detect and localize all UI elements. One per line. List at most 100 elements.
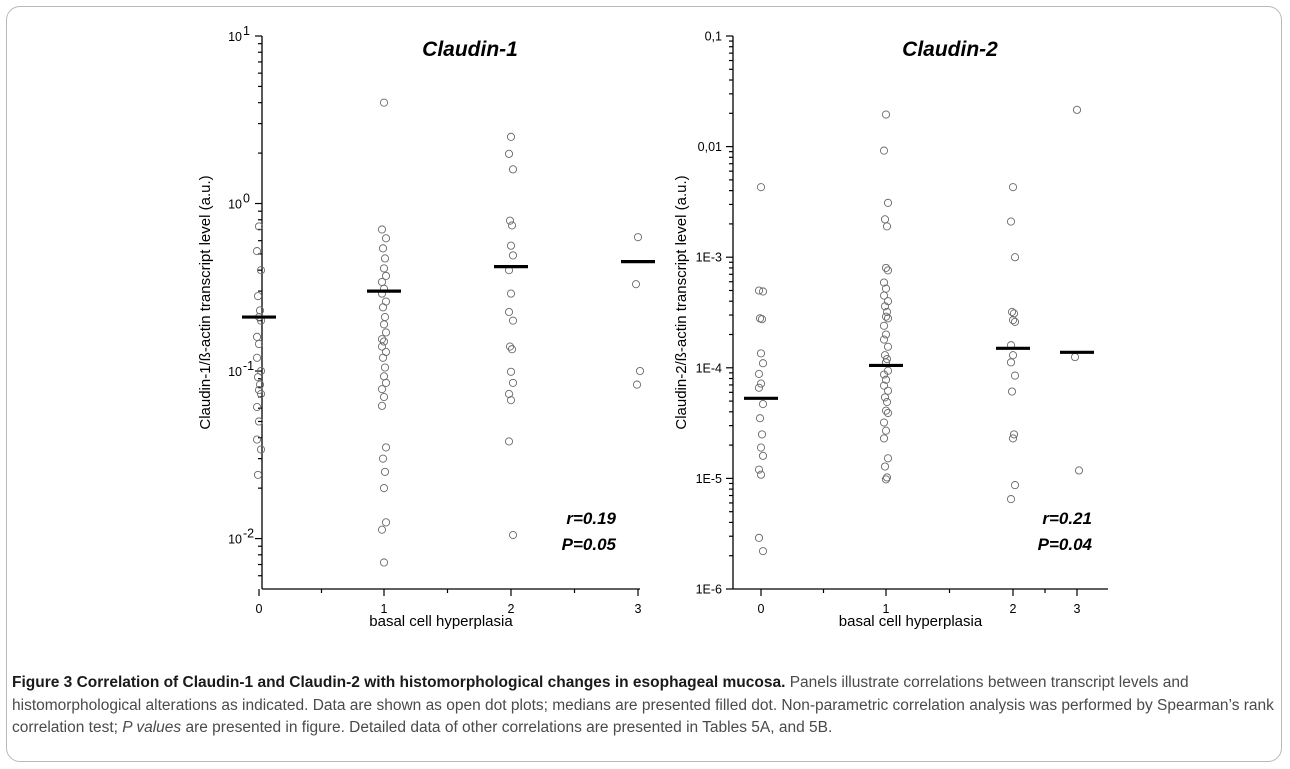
data-point xyxy=(756,183,766,192)
data-point xyxy=(254,339,264,349)
data-point xyxy=(758,287,768,296)
data-point xyxy=(380,467,390,476)
y-tick-label: 1E-5 xyxy=(696,472,722,486)
data-point xyxy=(881,375,891,384)
data-point xyxy=(252,435,262,444)
data-point xyxy=(381,271,391,280)
data-point xyxy=(1010,371,1020,380)
data-point xyxy=(508,378,518,387)
data-point xyxy=(506,367,516,376)
data-point xyxy=(1007,307,1017,316)
x-axis-title: basal cell hyperplasia xyxy=(369,613,513,630)
data-point xyxy=(381,443,391,452)
data-point xyxy=(255,380,265,389)
data-point xyxy=(882,307,892,316)
data-point xyxy=(252,332,262,341)
data-point xyxy=(881,110,891,119)
data-point xyxy=(381,378,391,387)
data-point xyxy=(883,266,893,275)
data-point xyxy=(508,530,518,540)
panel-title: Claudin-2 xyxy=(902,38,998,61)
data-point xyxy=(504,389,514,398)
data-point xyxy=(380,254,390,263)
x-tick-label: 1 xyxy=(883,602,890,616)
data-point xyxy=(379,320,389,329)
data-point xyxy=(1007,387,1017,396)
data-point xyxy=(1008,183,1018,192)
data-point xyxy=(883,408,893,418)
y-tick-label: 10 xyxy=(228,30,242,44)
data-point xyxy=(879,146,889,155)
data-point xyxy=(756,379,766,388)
data-point xyxy=(508,251,518,260)
data-point xyxy=(1008,351,1018,360)
data-point xyxy=(881,330,891,339)
data-point xyxy=(882,222,892,231)
caption-body-part-2: are presented in figure. Detailed data o… xyxy=(185,719,833,736)
data-point xyxy=(1009,309,1019,318)
data-point xyxy=(379,392,389,402)
data-point xyxy=(755,414,765,423)
data-point xyxy=(882,398,892,407)
data-point xyxy=(879,434,889,443)
data-point xyxy=(754,369,764,378)
data-point xyxy=(507,221,517,230)
data-point xyxy=(883,386,893,395)
data-point xyxy=(881,263,891,272)
y-tick-exponent: 0 xyxy=(243,192,250,206)
data-point xyxy=(378,454,388,463)
figure-caption: Figure 3 Correlation of Claudin-1 and Cl… xyxy=(12,672,1274,740)
data-point xyxy=(256,389,266,398)
data-point xyxy=(252,353,262,362)
data-point xyxy=(255,306,265,315)
x-tick-label: 2 xyxy=(1010,602,1017,616)
data-point xyxy=(254,386,264,395)
data-point xyxy=(254,222,264,231)
data-point xyxy=(377,385,387,394)
data-point xyxy=(508,316,518,325)
data-point xyxy=(881,312,891,321)
x-tick-label: 0 xyxy=(256,602,263,616)
data-point xyxy=(881,284,891,293)
x-tick-label: 1 xyxy=(381,602,388,616)
caption-p-values: P values xyxy=(122,719,182,736)
data-point xyxy=(881,475,891,484)
data-point xyxy=(879,381,889,390)
data-point xyxy=(506,396,516,405)
data-point xyxy=(507,345,517,354)
y-tick-label: 10 xyxy=(228,365,242,379)
data-point xyxy=(879,291,889,300)
data-point xyxy=(378,303,388,312)
data-point xyxy=(883,314,893,323)
data-point xyxy=(504,307,514,317)
y-tick-label: 1E-3 xyxy=(696,251,722,265)
data-point xyxy=(1006,217,1016,226)
data-point xyxy=(757,430,767,439)
data-point xyxy=(506,132,516,141)
data-point xyxy=(378,244,388,253)
data-point xyxy=(635,366,645,376)
data-point xyxy=(379,98,389,107)
stat-annotation: r=0.19 xyxy=(566,509,616,528)
data-point xyxy=(882,354,892,364)
data-point xyxy=(504,437,514,446)
data-point xyxy=(756,470,766,479)
data-point xyxy=(506,289,516,298)
data-point xyxy=(754,286,764,295)
data-point xyxy=(879,321,889,330)
x-tick-label: 3 xyxy=(635,602,642,616)
y-axis-title: Claudin-2/ß-actin transcript level (a.u.… xyxy=(673,175,690,429)
data-point xyxy=(879,370,889,379)
data-point xyxy=(1070,353,1080,362)
data-point xyxy=(1010,317,1020,326)
data-point xyxy=(758,359,768,368)
data-point xyxy=(1008,434,1018,443)
data-point xyxy=(379,484,389,493)
x-tick-label: 2 xyxy=(508,602,515,616)
x-tick-label: 0 xyxy=(758,602,765,616)
data-point xyxy=(377,225,387,234)
data-point xyxy=(377,401,387,410)
data-point xyxy=(254,417,264,426)
data-point xyxy=(754,383,764,392)
